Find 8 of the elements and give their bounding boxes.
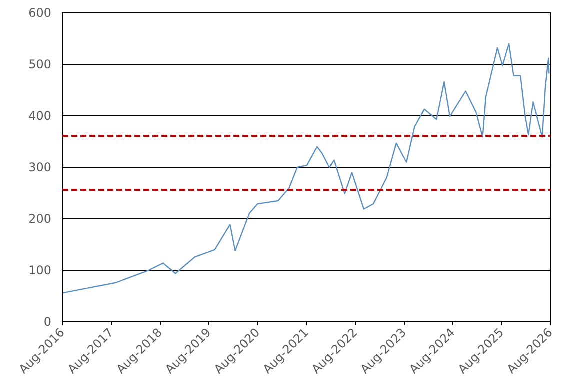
y-tick-label: 500 bbox=[28, 58, 52, 72]
y-tick-label: 0 bbox=[44, 315, 52, 329]
y-tick-label: 300 bbox=[28, 160, 52, 174]
y-tick-label: 100 bbox=[28, 264, 52, 278]
line-series bbox=[62, 43, 550, 294]
y-tick-label: 200 bbox=[28, 212, 52, 226]
y-tick-label: 400 bbox=[28, 109, 52, 123]
y-tick-label: 600 bbox=[28, 6, 52, 20]
